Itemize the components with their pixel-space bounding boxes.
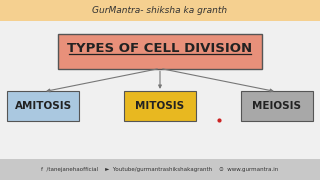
FancyBboxPatch shape [124, 91, 196, 121]
Text: MITOSIS: MITOSIS [135, 101, 185, 111]
Bar [0, 159, 320, 180]
FancyBboxPatch shape [241, 91, 313, 121]
Bar [0, 0, 320, 21]
Text: f  /tanejanehaofficial    ►  Youtube/gurmantrashikshakagranth    ⊙  www.gurmantr: f /tanejanehaofficial ► Youtube/gurmantr… [41, 167, 279, 172]
FancyBboxPatch shape [58, 34, 262, 69]
Text: GurMantra- shiksha ka granth: GurMantra- shiksha ka granth [92, 6, 228, 15]
Text: MEIOSIS: MEIOSIS [252, 101, 301, 111]
Text: TYPES OF CELL DIVISION: TYPES OF CELL DIVISION [68, 42, 252, 55]
FancyBboxPatch shape [7, 91, 79, 121]
Text: AMITOSIS: AMITOSIS [15, 101, 72, 111]
